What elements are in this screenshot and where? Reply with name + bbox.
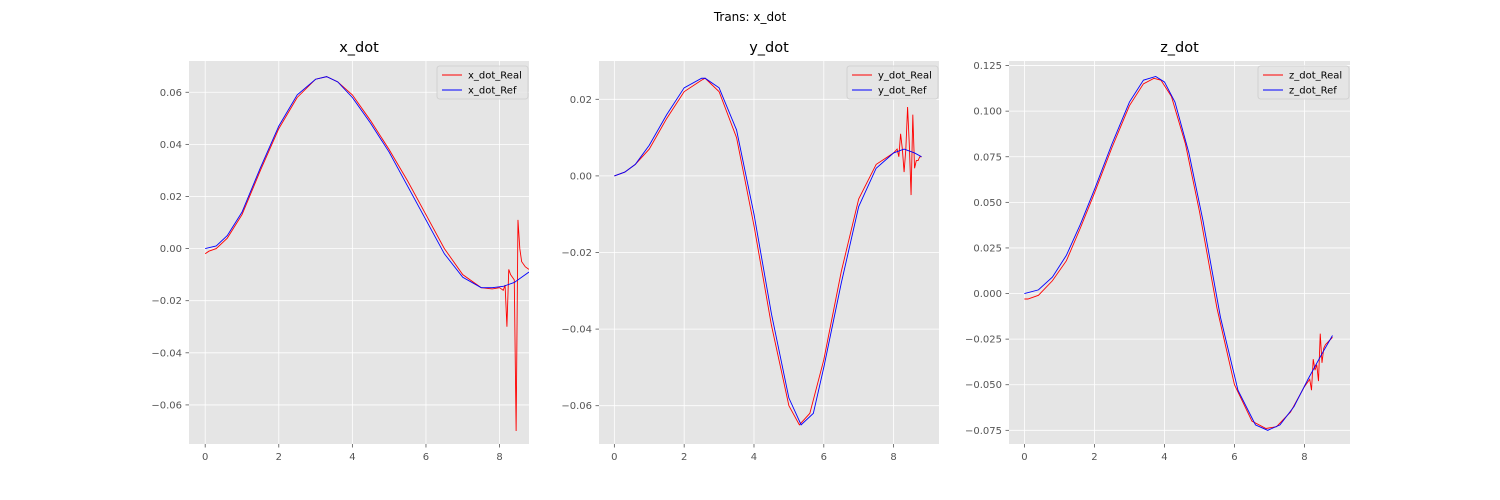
y-tick-label: −0.06: [561, 401, 592, 412]
x-tick-label: 0: [611, 452, 617, 463]
legend-label: x_dot_Ref: [468, 86, 517, 97]
legend: x_dot_Real x_dot_Ref: [436, 65, 529, 100]
x-tick-label: 4: [349, 452, 355, 463]
legend-label: z_dot_Ref: [1289, 86, 1337, 97]
y-tick-label: 0.04: [160, 140, 182, 151]
y-tick-label: −0.02: [561, 248, 592, 259]
x-tick-label: 2: [681, 452, 687, 463]
series-line-y-dot-ref: [614, 77, 922, 426]
y-tick-label: 0.00: [570, 171, 592, 182]
y-tick-label: 0.06: [160, 88, 182, 99]
y-tick-label: −0.02: [151, 296, 182, 307]
x-tick-label: 6: [423, 452, 429, 463]
x-tick-label: 4: [751, 452, 757, 463]
series-line-x-dot-ref: [205, 76, 529, 289]
y-tick-label: −0.025: [965, 335, 1002, 346]
x-tick-label: 8: [890, 452, 896, 463]
legend-label: y_dot_Real: [878, 71, 932, 82]
legend-label: z_dot_Real: [1289, 71, 1342, 82]
x-tick-label: 6: [821, 452, 827, 463]
legend-frame: [1257, 65, 1350, 100]
series-line-z-dot-ref: [1024, 76, 1333, 431]
subplots: 0 2 4 6 8 −0.06 −0.04 −0.02 0.00 0.02 0.04 0.06 x_do…: [151, 40, 1350, 463]
y-tick-label: 0.000: [973, 289, 1002, 300]
y-tick-label: −0.075: [965, 426, 1002, 437]
y-tick-label: 0.125: [973, 61, 1002, 72]
y-tick-label: 0.075: [973, 152, 1002, 163]
subplot-z-dot: 0 2 4 6 8 −0.075 −0.050 −0.025 0.000 0.025 0.050 0.…: [965, 40, 1350, 463]
subplot-title: z_dot: [1160, 40, 1199, 56]
x-tick-label: 4: [1161, 452, 1167, 463]
legend: y_dot_Real y_dot_Ref: [846, 65, 939, 100]
legend-label: x_dot_Real: [468, 71, 522, 82]
y-tick-label: −0.04: [151, 348, 182, 359]
y-tick-label: −0.04: [561, 325, 592, 336]
y-tick-label: −0.050: [965, 380, 1002, 391]
y-tick-label: 0.050: [973, 198, 1002, 209]
y-tick-label: 0.00: [160, 244, 182, 255]
legend-label: y_dot_Ref: [878, 86, 927, 97]
legend-frame: [436, 65, 529, 100]
y-tick-label: 0.025: [973, 243, 1002, 254]
x-tick-label: 2: [276, 452, 282, 463]
subplot-title: y_dot: [749, 40, 789, 56]
series-line-x-dot-real: [204, 76, 529, 431]
y-tick-label: 0.02: [570, 95, 592, 106]
y-tick-label: 0.02: [160, 192, 182, 203]
series-line-z-dot-real: [1024, 77, 1333, 429]
legend-frame: [846, 65, 939, 100]
x-tick-label: 2: [1091, 452, 1097, 463]
x-tick-label: 8: [1301, 452, 1307, 463]
subplot-x-dot: 0 2 4 6 8 −0.06 −0.04 −0.02 0.00 0.02 0.04 0.06 x_do…: [151, 40, 529, 463]
x-tick-label: 6: [1231, 452, 1237, 463]
figure-suptitle: Trans: x_dot: [713, 10, 787, 24]
plot-area: [189, 61, 529, 444]
y-tick-label: 0.100: [973, 107, 1002, 118]
subplot-title: x_dot: [339, 40, 379, 56]
subplot-y-dot: 0 2 4 6 8 −0.06 −0.04 −0.02 0.00 0.02 y_dot y_dot_R…: [561, 40, 939, 463]
x-tick-label: 0: [202, 452, 208, 463]
legend: z_dot_Real z_dot_Ref: [1257, 65, 1350, 100]
y-tick-label: −0.06: [151, 400, 182, 411]
x-tick-label: 0: [1021, 452, 1027, 463]
series-line-y-dot-real: [614, 77, 922, 426]
x-tick-label: 8: [496, 452, 502, 463]
